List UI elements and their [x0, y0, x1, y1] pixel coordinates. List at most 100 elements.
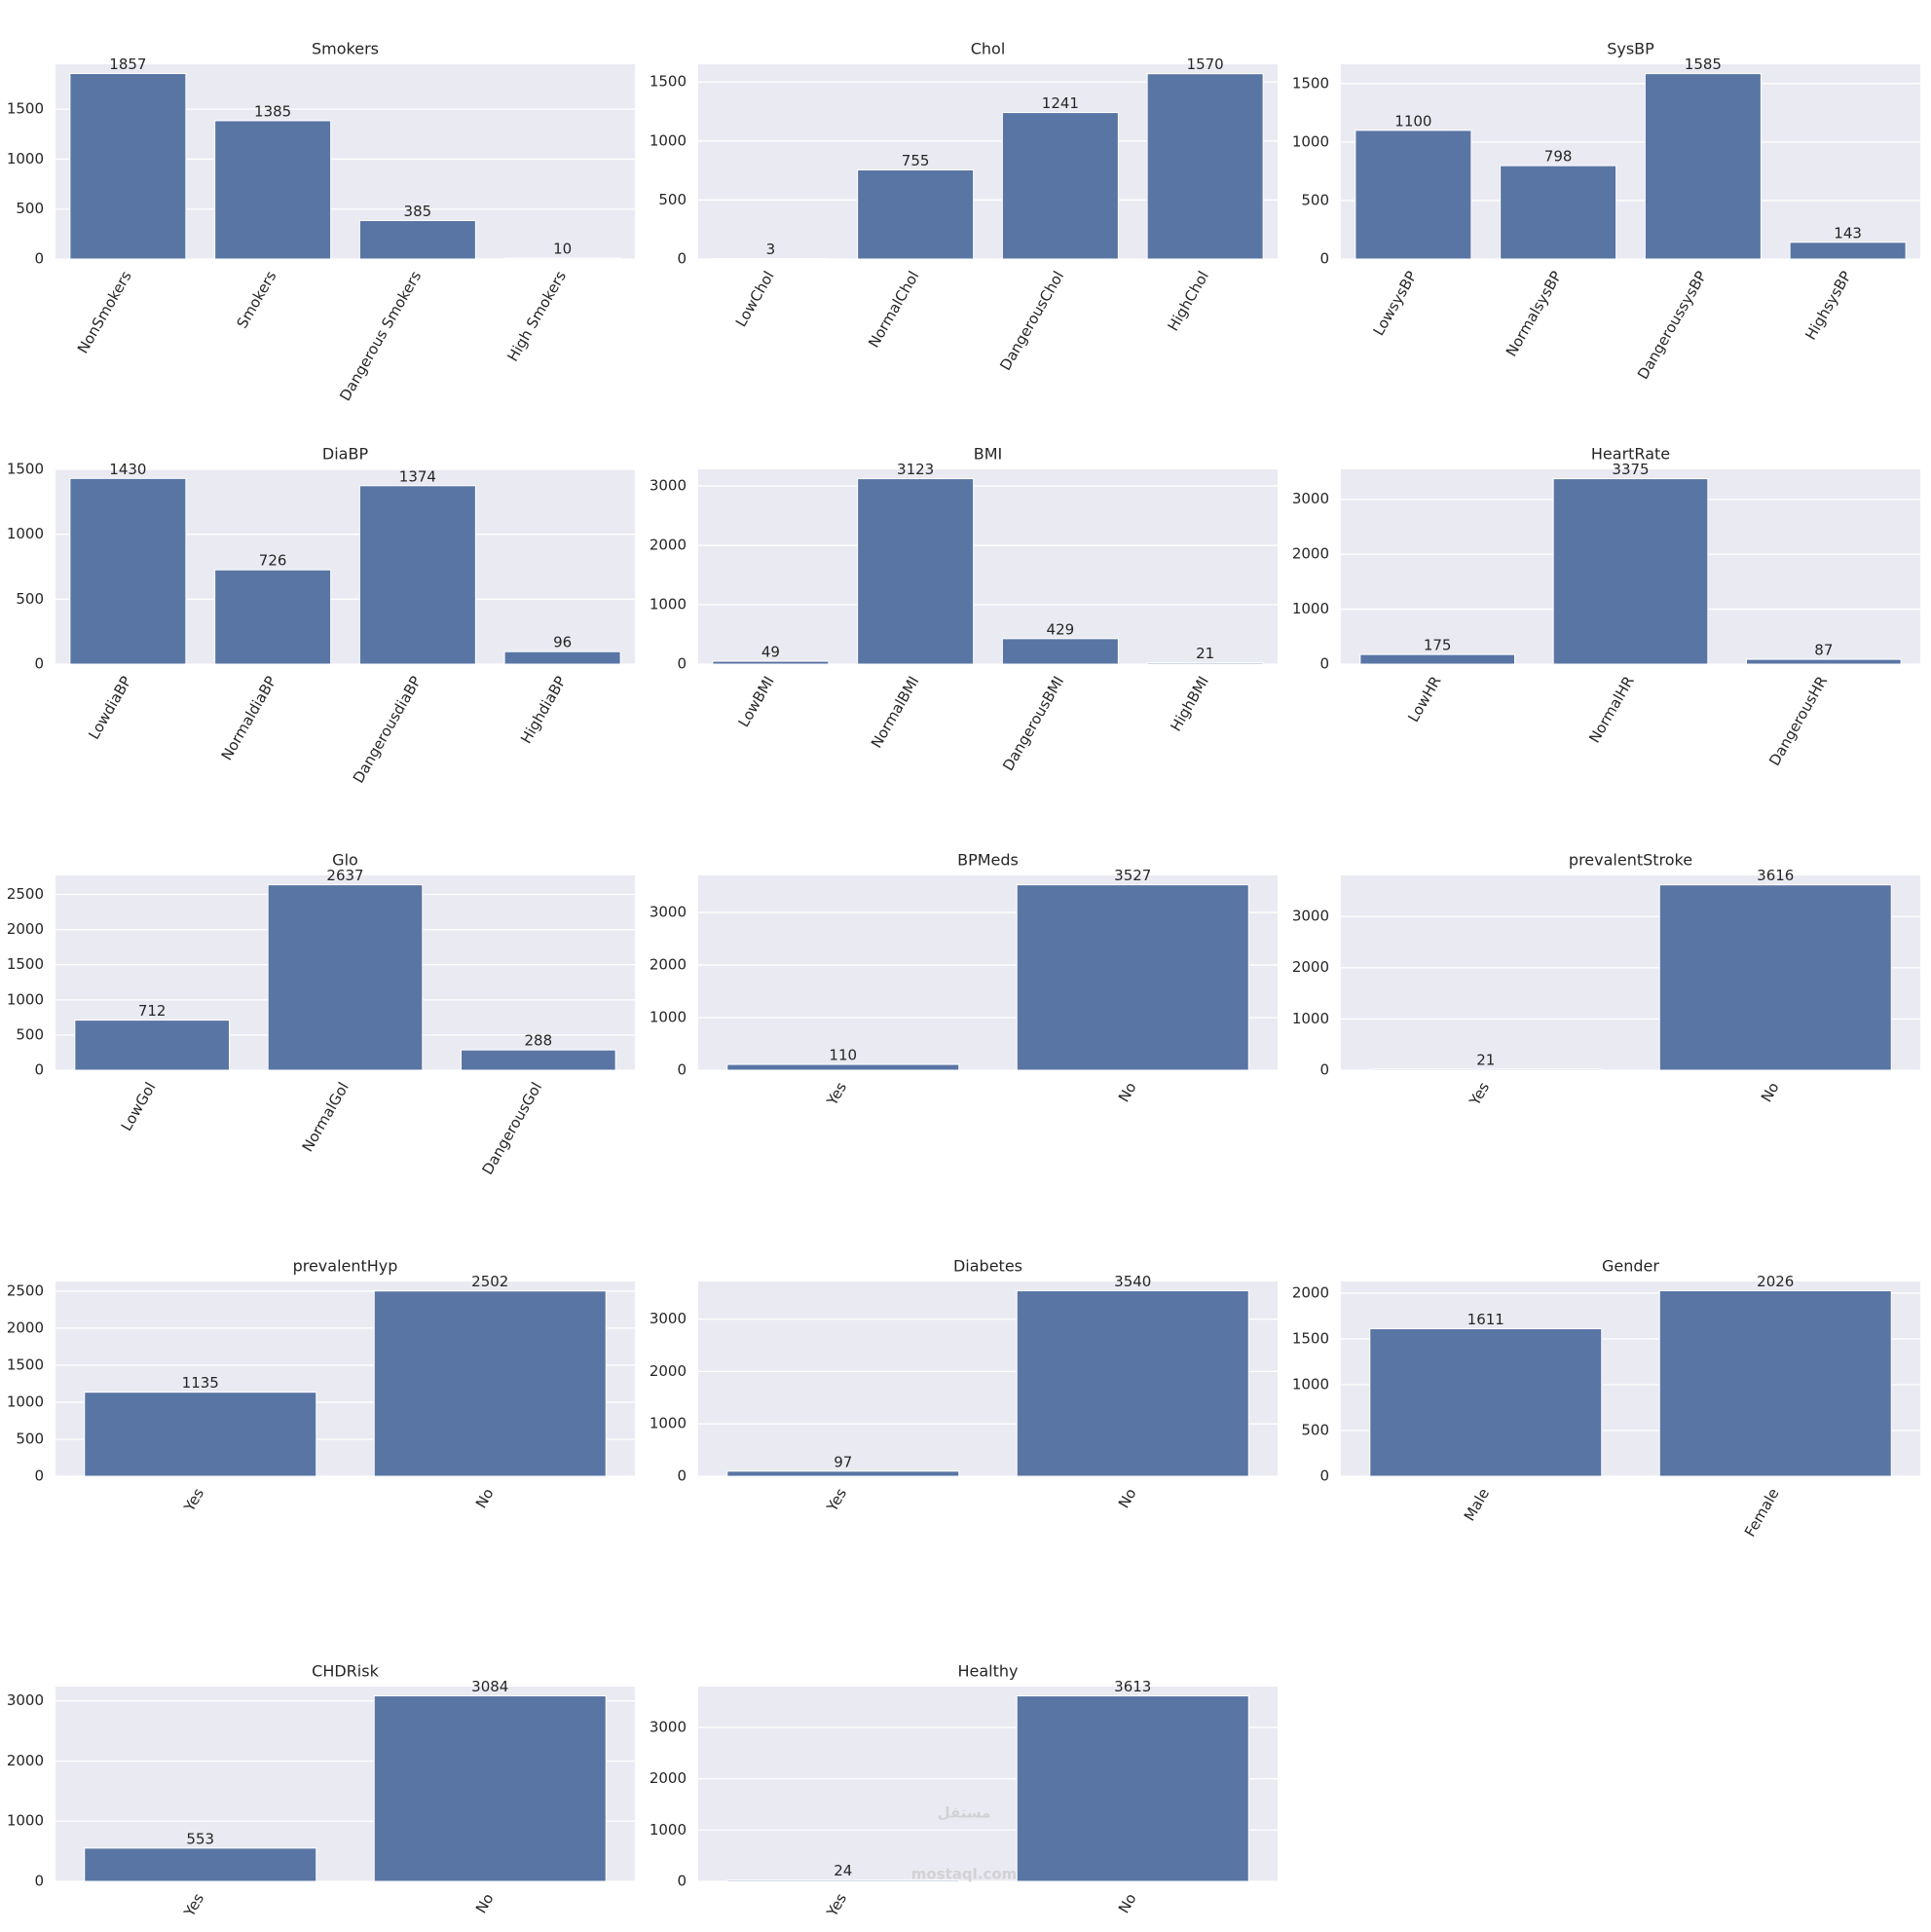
x-tick-label: No [1115, 1485, 1140, 1511]
subplot: prevalentHyp 0 500 1000 1500 2000 2500 1135 Yes 2… [7, 1257, 635, 1515]
y-tick-label: 1000 [1292, 132, 1329, 150]
value-label: 1570 [1187, 56, 1224, 73]
bar [857, 168, 975, 260]
y-tick-label: 2000 [7, 1319, 44, 1336]
bar [726, 1063, 960, 1071]
plot-background [698, 469, 1278, 664]
x-tick-label: DangerousChol [996, 268, 1067, 373]
y-tick-label: 2000 [1292, 545, 1329, 563]
subplot: SysBP 0 500 1000 1500 1100 LowsysBP 798 Normalsy… [1292, 40, 1920, 383]
value-label: 1857 [109, 56, 146, 73]
value-label: 21 [1476, 1051, 1495, 1068]
y-tick-label: 0 [34, 1873, 44, 1890]
bar [214, 569, 332, 665]
x-tick-label: HighBMI [1167, 673, 1212, 734]
y-tick-label: 3000 [1292, 908, 1329, 925]
y-tick-label: 0 [34, 1468, 44, 1485]
value-label: 798 [1544, 148, 1573, 166]
bar [1146, 73, 1264, 260]
y-tick-label: 0 [677, 1873, 687, 1890]
bar [1746, 658, 1902, 665]
y-tick-label: 500 [16, 200, 44, 217]
y-tick-label: 0 [34, 1061, 44, 1079]
bar [503, 650, 621, 665]
value-label: 755 [902, 152, 930, 169]
x-tick-label: NormalHR [1585, 673, 1638, 746]
y-tick-label: 3000 [650, 1310, 687, 1327]
y-tick-label: 3000 [7, 1691, 44, 1709]
x-tick-label: No [1115, 1890, 1140, 1916]
y-tick-label: 1500 [7, 1356, 44, 1373]
y-tick-label: 0 [677, 1061, 687, 1079]
x-tick-label: No [1115, 1079, 1140, 1105]
chart-title: Healthy [957, 1662, 1018, 1681]
x-tick-label: DangerousGol [478, 1079, 545, 1177]
y-tick-label: 2000 [7, 920, 44, 938]
value-label: 3616 [1757, 867, 1794, 884]
x-tick-label: Female [1741, 1485, 1783, 1540]
y-tick-label: 500 [16, 590, 44, 608]
y-tick-label: 1500 [7, 461, 44, 478]
y-tick-label: 1500 [1292, 1329, 1329, 1347]
y-tick-label: 0 [677, 250, 687, 268]
x-tick-label: Dangerous Smokers [336, 268, 425, 404]
bar [1644, 73, 1762, 260]
value-label: 1135 [182, 1374, 219, 1392]
y-tick-label: 1000 [7, 150, 44, 167]
y-tick-label: 1000 [1292, 600, 1329, 617]
y-tick-label: 1000 [7, 990, 44, 1008]
y-tick-label: 2000 [7, 1752, 44, 1769]
y-tick-label: 1000 [650, 1821, 687, 1839]
y-tick-label: 2500 [7, 1282, 44, 1299]
bar [1001, 638, 1119, 665]
y-tick-label: 1500 [7, 955, 44, 973]
subplot: HeartRate 0 1000 2000 3000 175 LowHR 3375 Normal… [1292, 445, 1920, 768]
y-tick-label: 2000 [1292, 958, 1329, 976]
x-tick-label: NormalBMI [868, 673, 923, 751]
watermark-arabic: مستقل [938, 1804, 991, 1822]
value-label: 110 [829, 1047, 857, 1064]
x-tick-label: HighsysBP [1801, 268, 1855, 343]
y-tick-label: 0 [677, 655, 687, 673]
bar [1355, 130, 1472, 260]
subplot: CHDRisk 0 1000 2000 3000 553 Yes 3084 No [7, 1662, 635, 1920]
y-tick-label: 3000 [650, 477, 687, 495]
chart-title: BMI [974, 445, 1003, 464]
chart-title: CHDRisk [312, 1662, 379, 1681]
bar [726, 1879, 960, 1882]
value-label: 2637 [326, 867, 363, 884]
bar [84, 1392, 317, 1477]
bar [503, 257, 621, 260]
y-tick-label: 500 [658, 191, 687, 208]
y-tick-label: 500 [1301, 1421, 1329, 1438]
bar [214, 120, 332, 260]
bar [74, 1020, 231, 1071]
y-tick-label: 2000 [650, 956, 687, 974]
y-tick-label: 3000 [1292, 490, 1329, 507]
chart-title: Chol [971, 40, 1006, 58]
y-tick-label: 2000 [650, 537, 687, 554]
x-tick-label: LowGol [118, 1079, 160, 1133]
value-label: 97 [834, 1453, 852, 1470]
bar [1658, 884, 1892, 1071]
value-label: 1611 [1467, 1311, 1504, 1328]
y-tick-label: 2000 [650, 1769, 687, 1787]
x-tick-label: LowHR [1404, 673, 1444, 724]
bar [726, 1470, 960, 1477]
chart-title: Diabetes [953, 1257, 1022, 1276]
charts: Smokers0500100015001857NonSmokers1385Smo… [7, 40, 1920, 1920]
bar [1146, 662, 1264, 665]
chart-title: SysBP [1607, 40, 1654, 58]
value-label: 429 [1047, 620, 1075, 638]
y-tick-label: 1000 [7, 1812, 44, 1830]
value-label: 1241 [1042, 94, 1079, 112]
watermark-latin: mostaql.com [911, 1866, 1018, 1883]
value-label: 96 [553, 634, 572, 651]
subplot: Smokers 0 500 1000 1500 1857 NonSmokers 1385 Smo… [7, 40, 635, 404]
bar [267, 884, 424, 1071]
x-tick-label: LowChol [732, 268, 778, 329]
x-tick-label: DangerousBMI [999, 673, 1067, 773]
value-label: 553 [186, 1830, 214, 1847]
value-label: 21 [1196, 645, 1214, 662]
